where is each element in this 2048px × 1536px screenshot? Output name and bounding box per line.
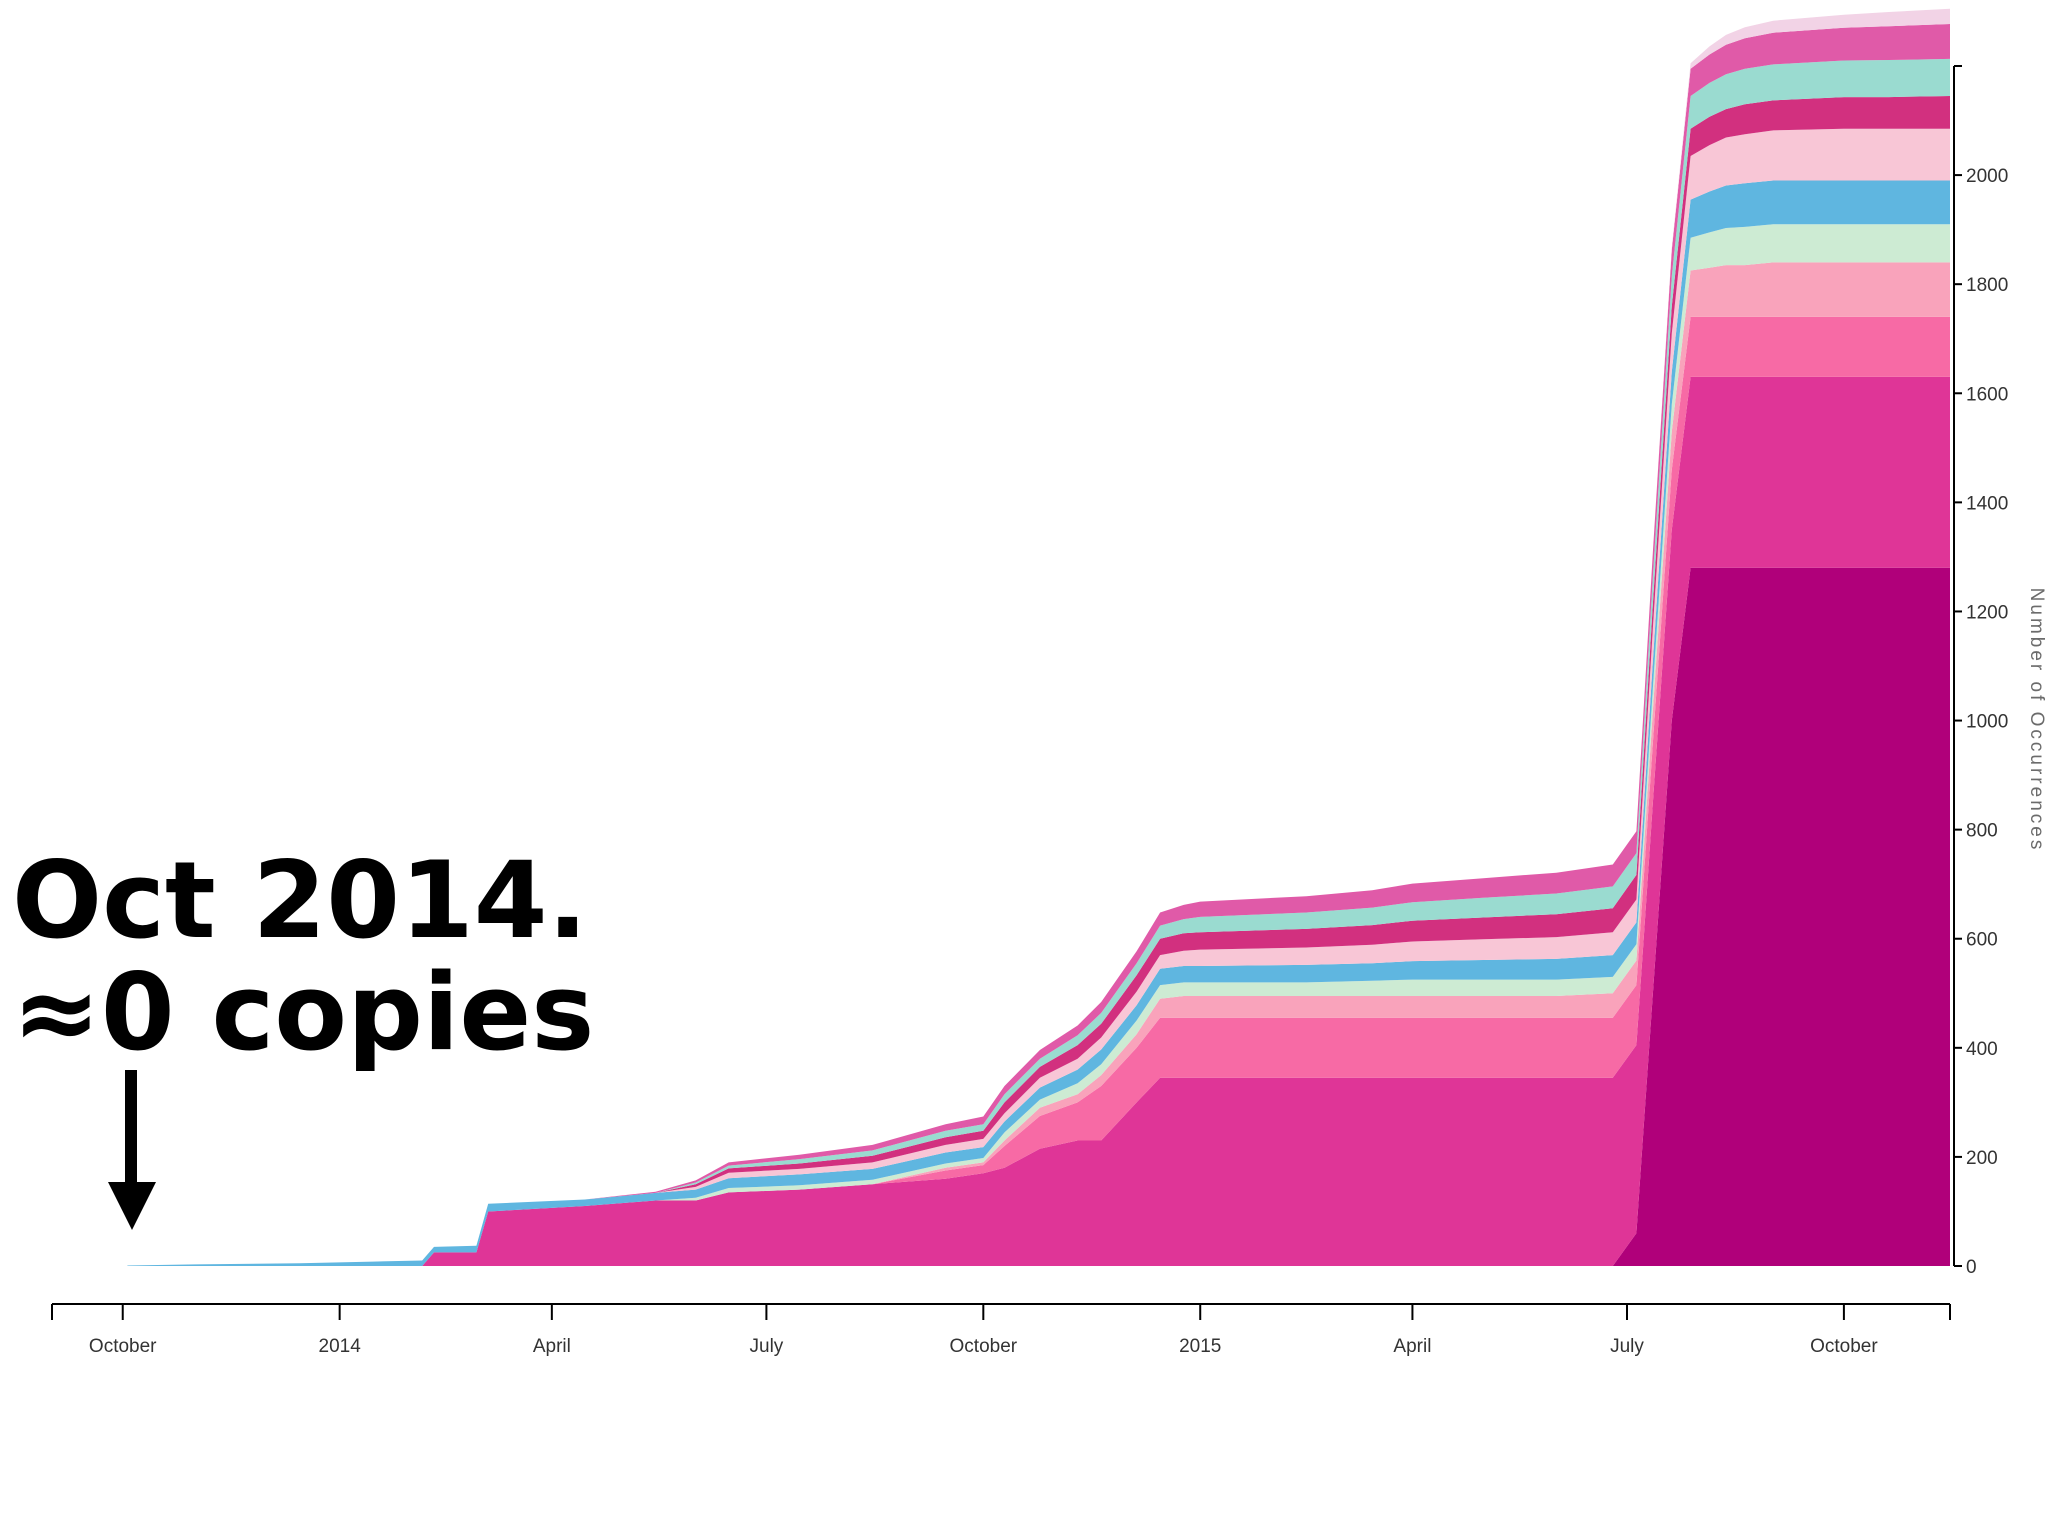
x-tick-label: October (1810, 1336, 1878, 1357)
y-axis: 0 200 400 600 800 1000 1200 1400 1600 1800 2000 (1953, 65, 2008, 1278)
area-series-3 (127, 316, 1950, 1266)
area-series-layer (127, 8, 1950, 1267)
y-tick-label: 600 (1966, 930, 1998, 951)
x-tick-label: 2015 (1179, 1336, 1221, 1357)
annotation-line-2: ≈0 copies (12, 951, 595, 1074)
area-series-4 (127, 262, 1950, 1266)
y-tick-label: 1200 (1966, 602, 2008, 623)
y-tick-label: 0 (1966, 1257, 1977, 1278)
annotation-text: Oct 2014. ≈0 copies (12, 845, 594, 1069)
y-tick-label: 400 (1966, 1039, 1998, 1060)
x-axis: October 2014 April July October 2015 April July… (51, 1303, 1951, 1357)
y-tick-label: 2000 (1966, 166, 2008, 187)
annotation-line-1: Oct 2014. (12, 839, 588, 962)
x-tick-label: October (89, 1336, 157, 1357)
y-tick-label: 1800 (1966, 275, 2008, 296)
x-tick-label: 2014 (319, 1336, 362, 1357)
x-tick-label: April (533, 1336, 571, 1357)
y-tick-label: 800 (1966, 821, 1998, 842)
x-tick-label: October (950, 1336, 1018, 1357)
area-series-2 (127, 376, 1950, 1266)
y-tick-label: 1000 (1966, 712, 2008, 733)
x-tick-label: July (1610, 1336, 1644, 1357)
y-tick-label: 1600 (1966, 384, 2008, 405)
y-tick-label: 1400 (1966, 493, 2008, 514)
y-tick-label: 200 (1966, 1148, 1998, 1169)
x-tick-label: April (1393, 1336, 1431, 1357)
y-axis-title: Number of Occurrences (2026, 588, 2047, 853)
x-tick-label: July (750, 1336, 784, 1357)
area-series-1 (127, 567, 1950, 1266)
